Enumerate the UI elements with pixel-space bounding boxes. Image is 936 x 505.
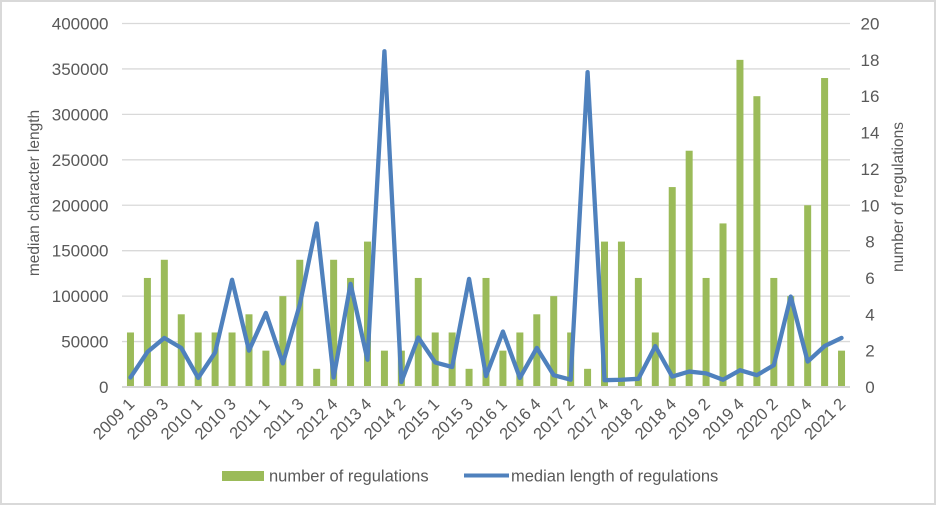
svg-text:50000: 50000 xyxy=(61,333,108,352)
svg-text:number of regulations: number of regulations xyxy=(890,122,907,272)
svg-text:250000: 250000 xyxy=(52,151,109,170)
svg-text:16: 16 xyxy=(861,87,880,106)
svg-text:18: 18 xyxy=(861,51,880,70)
svg-text:350000: 350000 xyxy=(52,60,109,79)
svg-text:10: 10 xyxy=(861,196,880,215)
svg-text:0: 0 xyxy=(99,378,108,397)
svg-text:median character length: median character length xyxy=(26,110,43,276)
svg-text:300000: 300000 xyxy=(52,105,109,124)
svg-text:2: 2 xyxy=(865,342,874,361)
svg-text:200000: 200000 xyxy=(52,196,109,215)
svg-text:20: 20 xyxy=(861,15,880,34)
svg-text:100000: 100000 xyxy=(52,287,109,306)
svg-text:12: 12 xyxy=(861,160,880,179)
svg-text:8: 8 xyxy=(865,233,874,252)
svg-text:4: 4 xyxy=(865,305,874,324)
svg-text:6: 6 xyxy=(865,269,874,288)
svg-text:number of regulations: number of regulations xyxy=(269,468,429,486)
svg-text:150000: 150000 xyxy=(52,242,109,261)
svg-text:400000: 400000 xyxy=(52,15,109,34)
svg-text:14: 14 xyxy=(861,124,880,143)
svg-text:median length of regulations: median length of regulations xyxy=(511,468,718,486)
svg-text:0: 0 xyxy=(865,378,874,397)
